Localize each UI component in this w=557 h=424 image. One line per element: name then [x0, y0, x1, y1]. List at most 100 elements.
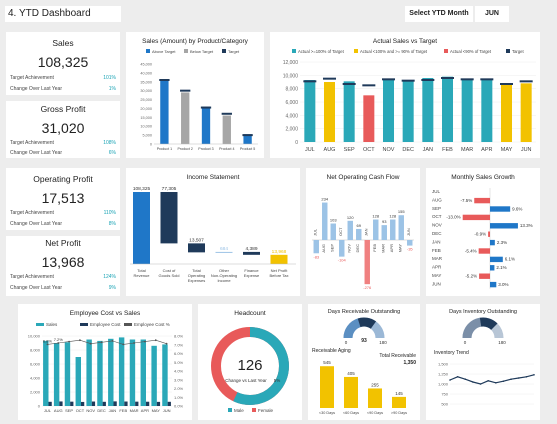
sales-bar: [75, 357, 81, 406]
sales-target-value: 101%: [103, 75, 116, 81]
cost-bar: [113, 401, 117, 406]
bar: [382, 78, 395, 142]
select-month-dropdown[interactable]: JUN: [475, 6, 509, 22]
x-tick-label: NOV: [346, 244, 351, 253]
bar: [339, 240, 345, 257]
legend-swatch: [506, 49, 510, 53]
y-tick-label: 40,000: [140, 71, 152, 75]
gp-target-value: 108%: [103, 140, 116, 146]
sales-bar: [108, 338, 114, 406]
x-tick-label: JUN: [406, 228, 411, 236]
bar: [243, 134, 252, 144]
bar: [520, 83, 532, 142]
cost-bar: [102, 401, 106, 406]
y-tick-label: 10,000: [283, 73, 299, 79]
receivable-chart: Days Receivable Outstanding 93 0 180 Receiva…: [308, 304, 420, 420]
data-label: 234: [321, 197, 328, 202]
bar: [373, 219, 379, 240]
y-tick-label: 35,000: [140, 80, 152, 84]
male-arc: [211, 327, 289, 405]
sales-title: Sales: [52, 38, 74, 48]
growth-chart-title: Monthly Sales Growth: [451, 174, 515, 181]
y-tick-label: 6,000: [30, 362, 41, 367]
x-tick-label: JAN: [423, 147, 433, 153]
y-tick-label: 30,000: [140, 89, 152, 93]
gauge-fill: [462, 317, 482, 339]
data-label: 2.3%: [497, 240, 507, 245]
x-tick-label: NOV: [383, 147, 395, 153]
cost-bar: [146, 401, 150, 406]
sales-target-label: Target Achievement: [10, 75, 54, 81]
y-tick-label: 10,000: [140, 125, 152, 129]
legend-label: Target: [512, 49, 524, 54]
gauge-min: 0: [464, 340, 467, 345]
bar: [390, 219, 396, 240]
data-label: 13,968: [272, 249, 287, 255]
y-tick-label: 0: [150, 143, 152, 147]
x-tick-label: MAY: [152, 408, 161, 413]
y-tick-label: 45,000: [140, 63, 152, 67]
y-tick-label: JAN: [432, 239, 441, 244]
bar: [490, 206, 511, 212]
x-tick-label: Product 2: [178, 147, 193, 151]
product-sales-chart: Sales (Amount) by Product/Category Above …: [126, 32, 264, 158]
waterfall-bar: [188, 243, 205, 253]
data-label: -83: [313, 254, 320, 259]
y-tick-label: AUG: [432, 197, 442, 202]
x-tick-label: JAN: [109, 408, 117, 413]
data-label: 6.1%: [505, 257, 515, 262]
bar: [488, 231, 490, 237]
y-tick-label: 8,000: [285, 87, 298, 93]
data-label: -13.0%: [446, 215, 460, 220]
legend-swatch: [80, 323, 88, 326]
bar: [490, 281, 497, 288]
x-tick-label: Expenses: [188, 278, 206, 283]
product-chart-title: Sales (Amount) by Product/Category: [142, 38, 249, 45]
y-tick-label: 4,000: [30, 376, 41, 381]
y2-tick-label: 3.0%: [174, 377, 184, 382]
legend-label: Employee Cost %: [134, 322, 170, 327]
op-target-value: 110%: [103, 210, 116, 216]
x-tick-label: Total: [137, 268, 146, 273]
gauge-fill: [343, 318, 361, 339]
product-sales-svg: Sales (Amount) by Product/Category Above …: [140, 38, 258, 151]
x-tick-label: JUN: [163, 408, 171, 413]
legend-swatch: [222, 49, 226, 53]
bar: [479, 273, 490, 279]
op-change-value: 8%: [108, 221, 116, 227]
pct-label: 7.2%: [54, 337, 64, 342]
legend-swatch: [124, 323, 132, 326]
legend-swatch: [184, 49, 188, 53]
target-marker: [480, 78, 494, 81]
y-tick-label: FEB: [432, 248, 441, 253]
x-tick-label: Net Profit: [271, 268, 289, 273]
target-marker: [342, 83, 356, 85]
pct-label: 6.8%: [43, 338, 53, 343]
bar: [478, 248, 490, 254]
bar: [490, 223, 518, 229]
bar: [222, 115, 231, 144]
bar: [407, 240, 413, 246]
x-tick-label: SEP: [329, 244, 334, 252]
x-tick-label: AUG: [54, 408, 63, 413]
data-label: 108,325: [133, 186, 151, 192]
legend-label: Female: [258, 408, 274, 413]
y-tick-label: 15,000: [140, 116, 152, 120]
headcount-sublabel: Change vs Last Year: [225, 378, 267, 383]
x-tick-label: JUN: [521, 147, 532, 153]
target-marker: [322, 77, 337, 80]
x-tick-label: DEC: [97, 408, 106, 413]
sales-bar: [118, 337, 125, 406]
select-month-label: Select YTD Month: [405, 6, 473, 22]
y-tick-label: 8,000: [30, 348, 41, 353]
y-tick-label: NOV: [432, 223, 442, 228]
x-tick-label: Product 3: [198, 147, 213, 151]
legend-label: Target: [228, 49, 240, 54]
y-tick-label: 750: [441, 392, 448, 397]
receivable-svg: Days Receivable Outstanding 93 0 180 Receiva…: [312, 309, 416, 415]
x-tick-label: >90 Days: [391, 411, 407, 415]
y-tick-label: 1,500: [438, 362, 449, 367]
trend-line: [449, 374, 535, 385]
y-tick-label: JUN: [432, 281, 441, 286]
headcount-value: 126: [237, 357, 262, 374]
